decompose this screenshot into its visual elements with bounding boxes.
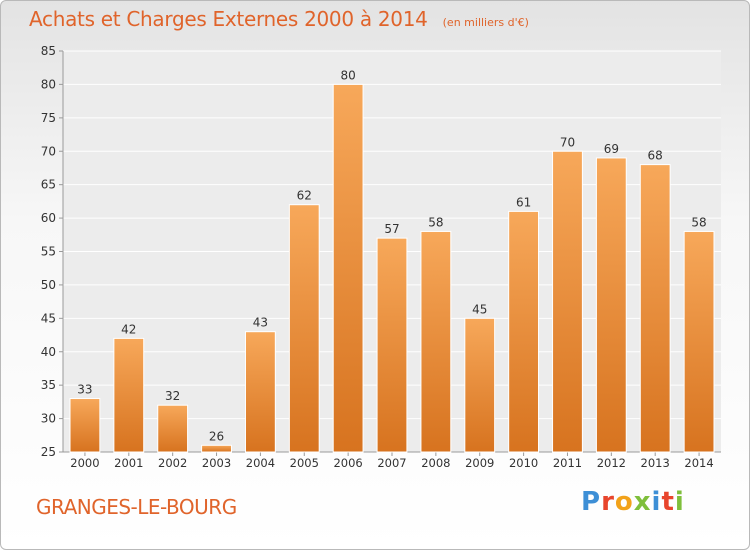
bar-value-label: 32 xyxy=(165,389,180,403)
proxiti-logo: Proxiti xyxy=(581,487,685,517)
logo-letter: i xyxy=(651,487,662,517)
x-tick-label: 2004 xyxy=(246,456,275,470)
bar-value-label: 68 xyxy=(648,149,663,163)
chart-subtitle: (en milliers d'€) xyxy=(442,16,529,29)
bar-value-label: 43 xyxy=(253,316,268,330)
bar xyxy=(639,164,671,453)
bar xyxy=(420,230,452,453)
x-tick-label: 2008 xyxy=(421,456,450,470)
chart-title: Achats et Charges Externes 2000 à 2014 xyxy=(29,7,428,31)
bar xyxy=(683,230,715,453)
logo-letter: t xyxy=(661,487,675,517)
bar-value-label: 33 xyxy=(77,383,92,397)
bar xyxy=(508,210,540,453)
x-tick-label: 2001 xyxy=(114,456,143,470)
title-row: Achats et Charges Externes 2000 à 2014 (… xyxy=(29,7,529,31)
bar xyxy=(332,83,364,453)
y-tick-label: 80 xyxy=(41,77,56,91)
bar-value-label: 45 xyxy=(472,302,487,316)
y-tick-label: 40 xyxy=(41,345,56,359)
bar-layer xyxy=(69,83,715,453)
bar-value-label: 42 xyxy=(121,322,136,336)
bar-value-label: 62 xyxy=(297,189,312,203)
x-tick-label: 2005 xyxy=(290,456,319,470)
bar xyxy=(595,157,627,453)
bar-value-label: 57 xyxy=(384,222,399,236)
x-tick-label: 2010 xyxy=(509,456,538,470)
y-tick-label: 30 xyxy=(41,412,56,426)
bar xyxy=(201,444,232,453)
y-tick-label: 25 xyxy=(41,445,56,459)
x-tick-label: 2000 xyxy=(70,456,99,470)
y-tick-label: 70 xyxy=(41,144,56,158)
logo-letter: P xyxy=(581,487,602,517)
bar xyxy=(113,337,145,453)
bar-value-label: 69 xyxy=(604,142,619,156)
bar xyxy=(464,317,496,453)
bar xyxy=(288,204,320,453)
bar-value-label: 70 xyxy=(560,135,575,149)
bar xyxy=(552,150,583,453)
y-tick-label: 65 xyxy=(41,178,56,192)
y-tick-label: 50 xyxy=(41,278,56,292)
logo-letter: i xyxy=(674,487,685,517)
logo-letter: r xyxy=(601,487,615,517)
bar-value-label: 58 xyxy=(428,215,443,229)
x-tick-label: 2006 xyxy=(333,456,362,470)
bar-value-label: 61 xyxy=(516,195,531,209)
y-tick-label: 45 xyxy=(41,311,56,325)
bar xyxy=(244,331,276,453)
bar xyxy=(157,404,189,453)
y-tick-label: 60 xyxy=(41,211,56,225)
bar-value-label: 58 xyxy=(691,215,706,229)
x-tick-label: 2007 xyxy=(377,456,406,470)
logo-letter: o xyxy=(614,487,634,517)
x-tick-label: 2014 xyxy=(684,456,713,470)
bar-value-label: 26 xyxy=(209,429,224,443)
y-tick-label: 35 xyxy=(41,378,56,392)
x-tick-label: 2012 xyxy=(597,456,626,470)
bar-value-label: 80 xyxy=(340,68,355,82)
location-name: GRANGES-LE-BOURG xyxy=(36,495,237,519)
x-tick-label: 2013 xyxy=(641,456,670,470)
x-tick-label: 2009 xyxy=(465,456,494,470)
label-layer: 25 30 35 40 45 50 55 60 65 70 75 80 85 33 2000 42 2001 32… xyxy=(41,44,714,470)
logo-letter: x xyxy=(633,487,652,517)
x-tick-label: 2003 xyxy=(202,456,231,470)
y-tick-label: 55 xyxy=(41,245,56,259)
x-tick-label: 2011 xyxy=(553,456,582,470)
bar xyxy=(69,398,101,453)
x-tick-label: 2002 xyxy=(158,456,187,470)
y-tick-label: 85 xyxy=(41,44,56,58)
bar xyxy=(376,237,408,453)
y-tick-label: 75 xyxy=(41,111,56,125)
